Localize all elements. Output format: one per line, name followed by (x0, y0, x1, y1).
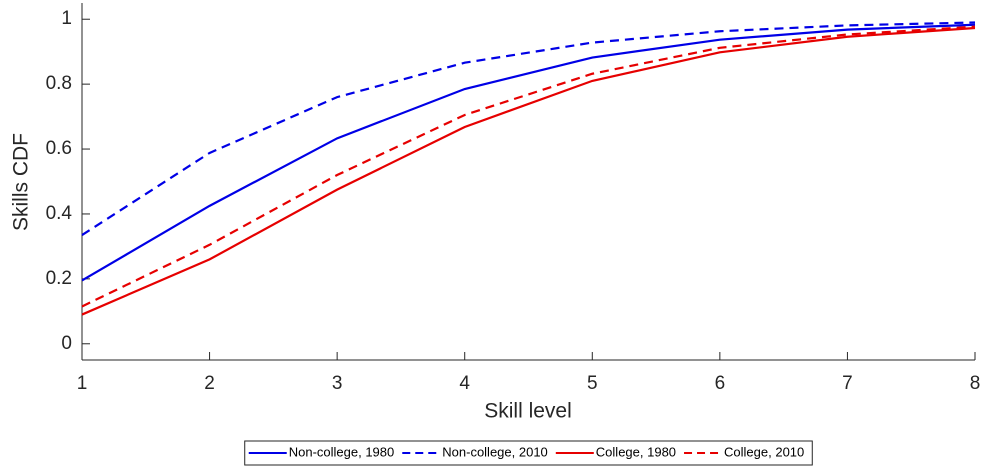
y-tick-label: 0.4 (46, 203, 73, 224)
y-tick-label: 0.6 (46, 138, 72, 159)
series-line (81, 26, 976, 316)
legend: Non-college, 1980 Non-college, 2010 Colleg… (244, 440, 813, 466)
x-tick-label: 5 (587, 373, 598, 394)
legend-label: College, 2010 (724, 444, 804, 459)
x-tick-label: 8 (970, 373, 981, 394)
series-line (81, 25, 976, 308)
series-line (81, 21, 976, 236)
x-tick-label: 6 (715, 373, 726, 394)
x-tick-label: 2 (204, 373, 215, 394)
x-tick-label: 7 (842, 373, 853, 394)
series-line (81, 23, 976, 282)
y-tick-label: 0 (61, 333, 72, 354)
y-tick-label: 0.2 (46, 268, 72, 289)
x-tick-label: 1 (77, 373, 88, 394)
x-tick-label: 3 (332, 373, 343, 394)
y-axis-label: Skills CDF (10, 133, 33, 231)
y-tick-label: 1 (61, 8, 72, 29)
y-tick-label: 0.8 (46, 73, 72, 94)
legend-label: Non-college, 1980 (289, 444, 395, 459)
legend-label: Non-college, 2010 (442, 444, 548, 459)
legend-label: College, 1980 (596, 444, 676, 459)
x-tick-label: 4 (459, 373, 470, 394)
x-axis-label: Skill level (484, 400, 572, 423)
